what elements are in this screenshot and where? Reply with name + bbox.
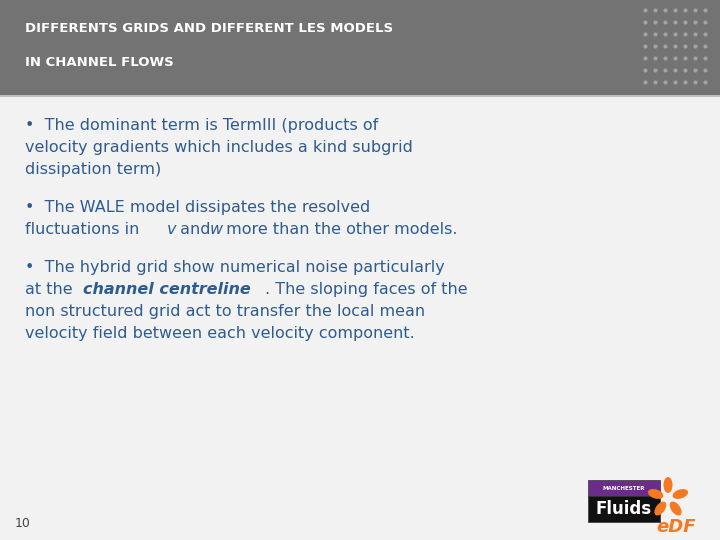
Text: DIFFERENTS GRIDS AND DIFFERENT LES MODELS: DIFFERENTS GRIDS AND DIFFERENT LES MODEL… <box>25 22 393 35</box>
Text: velocity field between each velocity component.: velocity field between each velocity com… <box>25 326 415 341</box>
Text: dissipation term): dissipation term) <box>25 162 161 177</box>
Text: non structured grid act to transfer the local mean: non structured grid act to transfer the … <box>25 304 425 319</box>
Ellipse shape <box>670 502 682 516</box>
Text: channel centreline: channel centreline <box>83 282 251 297</box>
Ellipse shape <box>664 477 672 493</box>
Bar <box>0 95 720 97</box>
Ellipse shape <box>654 502 666 516</box>
Text: w: w <box>210 222 223 237</box>
Text: IN CHANNEL FLOWS: IN CHANNEL FLOWS <box>25 56 174 69</box>
Bar <box>0 0 720 95</box>
Text: and: and <box>175 222 215 237</box>
Text: •  The WALE model dissipates the resolved: • The WALE model dissipates the resolved <box>25 200 370 215</box>
Text: v: v <box>167 222 176 237</box>
Ellipse shape <box>672 489 688 499</box>
Text: more than the other models.: more than the other models. <box>221 222 457 237</box>
Bar <box>588 480 660 496</box>
Bar <box>588 496 660 522</box>
Text: •  The dominant term is TermIII (products of: • The dominant term is TermIII (products… <box>25 118 378 133</box>
Text: . The sloping faces of the: . The sloping faces of the <box>265 282 467 297</box>
Text: Fluids: Fluids <box>596 500 652 518</box>
Text: at the: at the <box>25 282 78 297</box>
Text: MANCHESTER: MANCHESTER <box>603 485 645 490</box>
Text: eDF: eDF <box>656 518 696 536</box>
Ellipse shape <box>648 489 663 499</box>
Text: fluctuations in: fluctuations in <box>25 222 145 237</box>
Text: 10: 10 <box>15 517 31 530</box>
Text: •  The hybrid grid show numerical noise particularly: • The hybrid grid show numerical noise p… <box>25 260 445 275</box>
Text: velocity gradients which includes a kind subgrid: velocity gradients which includes a kind… <box>25 140 413 155</box>
